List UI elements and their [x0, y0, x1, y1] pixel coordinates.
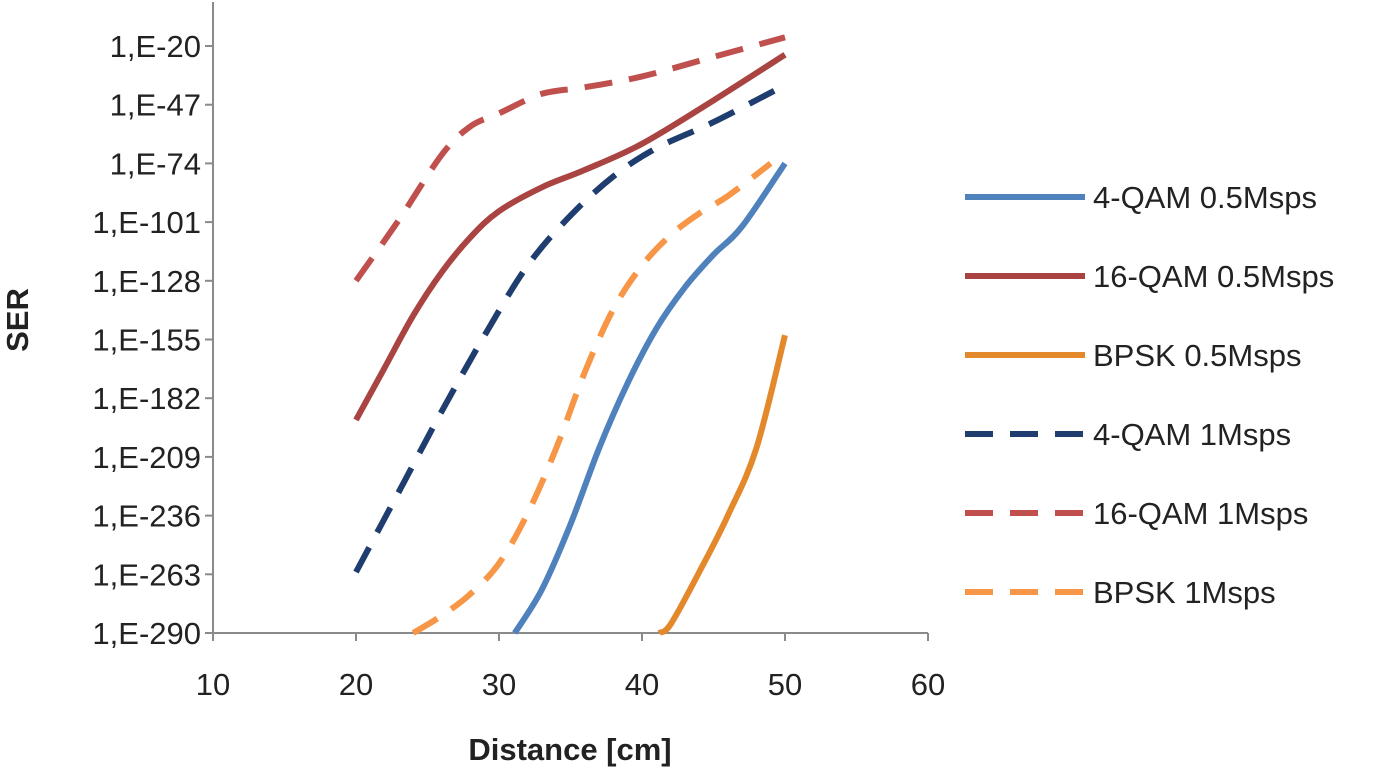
x-tick-label: 30 [482, 667, 516, 702]
legend-label-4-qam-0-5msps: 4-QAM 0.5Msps [1093, 180, 1317, 215]
legend-label-4-qam-1msps: 4-QAM 1Msps [1093, 417, 1291, 452]
series-lines [353, 34, 788, 636]
y-tick-label: 1,E-290 [92, 616, 201, 651]
series-line-4-qam-0-5msps [512, 161, 788, 635]
series-line-bpsk-1msps [411, 161, 773, 636]
x-tick-label: 10 [196, 667, 230, 702]
y-tick-label: 1,E-263 [92, 557, 201, 592]
legend-label-16-qam-1msps: 16-QAM 1Msps [1093, 496, 1308, 531]
y-tick-label: 1,E-101 [92, 205, 201, 240]
x-tick-label: 40 [625, 667, 659, 702]
x-axis-title: Distance [cm] [468, 732, 671, 767]
y-tick-label: 1,E-128 [92, 264, 201, 299]
y-tick-label: 1,E-47 [110, 88, 201, 123]
x-tick-label: 20 [339, 667, 373, 702]
y-tick-label: 1,E-74 [110, 146, 201, 181]
y-axis-ticks: 1,E-20 1,E-47 1,E-74 1,E-101 1,E-128 1,E-155 1… [92, 29, 213, 651]
series-line-bpsk-0-5msps [657, 334, 788, 636]
series-line-16-qam-0-5msps [353, 52, 787, 422]
x-axis-ticks: 10 20 30 40 50 60 [196, 633, 945, 702]
series-line-4-qam-1msps [353, 82, 787, 574]
legend-label-bpsk-1msps: BPSK 1Msps [1093, 575, 1276, 610]
y-tick-label: 1,E-236 [92, 499, 201, 534]
legend-label-16-qam-0-5msps: 16-QAM 0.5Msps [1093, 259, 1334, 294]
x-tick-label: 50 [768, 667, 802, 702]
y-tick-label: 1,E-182 [92, 381, 201, 416]
y-tick-label: 1,E-209 [92, 440, 201, 475]
legend-label-bpsk-0-5msps: BPSK 0.5Msps [1093, 338, 1301, 373]
legend: 4-QAM 0.5Msps 16-QAM 0.5Msps BPSK 0.5Msps 4… [965, 180, 1334, 610]
y-axis-title: SER [0, 288, 35, 352]
y-tick-label: 1,E-155 [92, 323, 201, 358]
series-line-16-qam-1msps [353, 34, 786, 283]
y-tick-label: 1,E-20 [110, 29, 201, 64]
x-tick-label: 60 [911, 667, 945, 702]
